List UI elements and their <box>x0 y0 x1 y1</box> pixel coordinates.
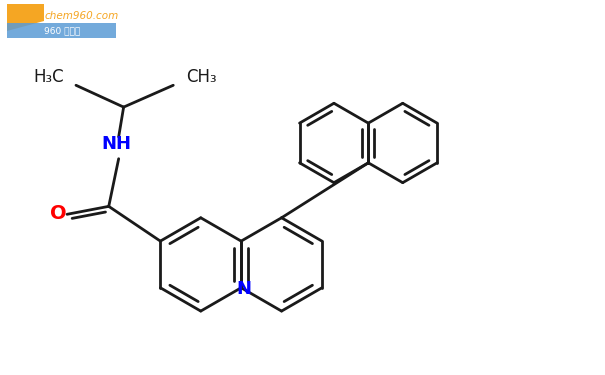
Text: chem960.com: chem960.com <box>45 11 119 21</box>
Text: CH₃: CH₃ <box>186 68 217 86</box>
Text: H₃C: H₃C <box>33 68 64 86</box>
FancyBboxPatch shape <box>7 23 116 38</box>
Text: N: N <box>237 280 252 298</box>
Polygon shape <box>7 4 44 31</box>
Text: O: O <box>50 204 67 223</box>
Text: NH: NH <box>102 135 132 153</box>
Text: 960 化工网: 960 化工网 <box>44 27 80 36</box>
